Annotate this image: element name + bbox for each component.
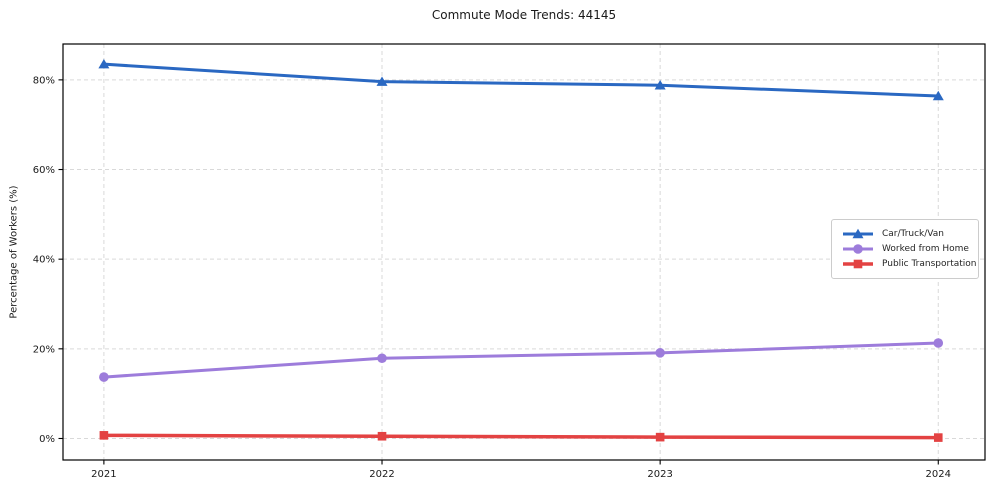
legend-item: Car/Truck/Van [842,226,972,241]
triangle-marker [654,80,666,90]
x-tick-label: 2024 [926,469,951,480]
legend-label: Public Transportation [882,259,977,270]
series-line-triangle [102,62,940,98]
y-tick-label: 60% [33,165,55,176]
triangle-marker [376,76,388,86]
triangle-marker [852,228,864,238]
y-tick-label: 80% [33,75,55,86]
series-line-square [102,433,941,440]
legend-sample-circle [843,244,873,254]
legend: Car/Truck/Van Worked from Home Public Tran… [831,219,979,279]
square-marker [99,431,109,440]
x-tick-label: 2023 [647,469,672,480]
legend-item: Worked from Home [842,241,972,256]
triangle-marker [932,90,944,101]
square-marker [655,432,665,442]
circle-marker [853,244,863,254]
square-marker [377,431,387,441]
legend-label: Worked from Home [882,243,969,254]
y-tick-label: 40% [33,255,55,266]
legend-sample-square [843,260,873,269]
circle-marker [933,338,944,348]
legend-item: Public Transportation [842,257,976,272]
circle-marker [377,353,387,364]
axes-spines [62,43,986,461]
circle-marker [655,348,665,358]
x-tick-label: 2021 [91,469,116,480]
chart-title: Commute Mode Trends: 44145 [431,8,617,22]
legend-sample-triangle [843,228,873,238]
y-tick-label: 0% [39,434,55,445]
circle-marker [99,372,109,382]
y-tick-label: 20% [33,344,55,355]
y-axis-label: Percentage of Workers (%) [8,185,20,319]
square-marker [933,433,943,442]
series-line-circle [102,341,940,379]
triangle-marker [98,58,110,69]
x-tick-label: 2022 [369,469,394,480]
legend-label: Car/Truck/Van [882,228,944,239]
square-marker [853,260,863,269]
